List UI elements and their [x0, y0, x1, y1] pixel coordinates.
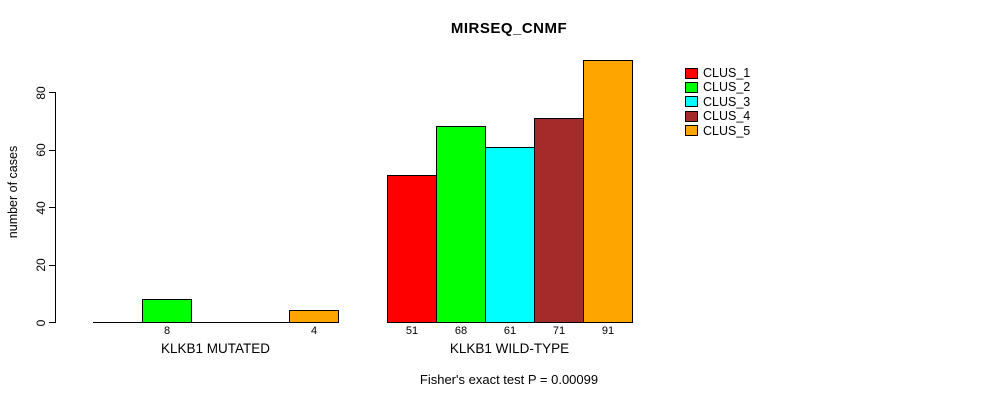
- bar-value-label: 61: [503, 325, 517, 337]
- bar: [583, 60, 633, 323]
- legend-label: CLUS_5: [703, 123, 751, 138]
- legend-label: CLUS_4: [703, 109, 751, 124]
- category-label: KLKB1 WILD-TYPE: [449, 341, 570, 356]
- bar: [142, 299, 192, 323]
- y-tick: [49, 92, 55, 93]
- y-tick-label: 80: [34, 85, 48, 100]
- legend-item: CLUS_5: [685, 124, 750, 138]
- y-tick: [49, 322, 55, 323]
- y-tick-label: 20: [34, 258, 48, 272]
- legend-item: CLUS_3: [685, 95, 750, 109]
- subtitle-text: Fisher's exact test P = 0.00099: [419, 372, 599, 387]
- legend-swatch: [685, 96, 698, 108]
- bar: [436, 126, 486, 323]
- bar-value-label: 91: [601, 325, 615, 337]
- y-tick: [49, 264, 55, 266]
- legend-swatch: [685, 110, 698, 122]
- y-tick: [49, 149, 55, 151]
- category-label: KLKB1 MUTATED: [160, 341, 271, 356]
- legend-label: CLUS_3: [703, 94, 751, 109]
- y-axis-line: [55, 92, 56, 323]
- bar-value-label: 71: [552, 325, 566, 337]
- bar: [387, 175, 437, 323]
- bar-value-label: 4: [310, 325, 318, 337]
- y-tick-label: 60: [34, 143, 48, 157]
- legend-label: CLUS_1: [703, 66, 751, 80]
- y-axis-label: number of cases: [6, 145, 20, 239]
- bar-value-label: 68: [454, 325, 468, 337]
- y-tick: [49, 207, 55, 208]
- legend-item: CLUS_1: [685, 66, 750, 80]
- legend-item: CLUS_2: [685, 80, 750, 94]
- legend-item: CLUS_4: [685, 109, 750, 123]
- bar: [289, 310, 339, 323]
- chart-title: MIRSEQ_CNMF: [450, 20, 568, 37]
- legend-swatch: [685, 67, 698, 79]
- y-tick-label: 40: [34, 200, 48, 215]
- legend-swatch: [685, 125, 698, 137]
- bar: [485, 147, 535, 323]
- legend-label: CLUS_2: [703, 80, 751, 95]
- bar-value-label: 51: [405, 325, 419, 337]
- y-tick-label: 0: [34, 319, 48, 326]
- bar-value-label: 8: [163, 325, 171, 337]
- bar: [534, 118, 584, 323]
- group-baseline: [93, 322, 339, 323]
- legend-swatch: [685, 81, 698, 93]
